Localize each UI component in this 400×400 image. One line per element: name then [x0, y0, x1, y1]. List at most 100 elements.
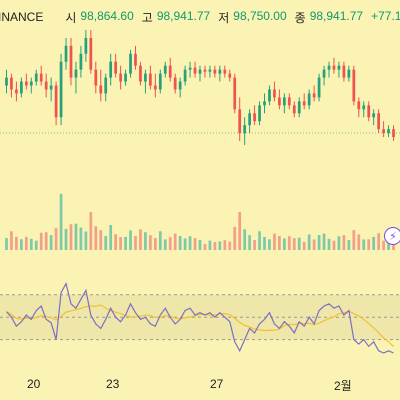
candle — [312, 85, 316, 102]
volume-bar — [258, 231, 261, 250]
volume-bar — [94, 226, 98, 250]
volume-bar — [44, 232, 48, 250]
candle — [327, 61, 331, 78]
symbol-header: INANCE 시 98,864.60 고 98,941.77 저 98,750.00 … — [0, 6, 400, 28]
candle — [347, 65, 351, 82]
x-tick-label: 20 — [27, 377, 41, 391]
volume-bar — [5, 238, 8, 250]
volume-bar — [238, 212, 242, 250]
volume-bar — [109, 225, 113, 250]
candle — [109, 53, 113, 86]
candle — [104, 73, 108, 102]
volume-bar — [317, 234, 321, 250]
candle — [134, 45, 137, 70]
volume-bar — [292, 238, 296, 250]
volume-bar — [213, 242, 217, 250]
candle — [34, 69, 38, 86]
low-value: 98,750.00 — [233, 8, 287, 23]
candle — [263, 93, 266, 114]
volume-bar — [49, 235, 53, 250]
candle — [178, 77, 182, 98]
candle — [337, 61, 341, 78]
candle — [74, 61, 78, 94]
volume-bar — [129, 230, 132, 250]
candle — [342, 61, 346, 82]
volume-bar — [173, 233, 177, 250]
open-label: 시 — [65, 10, 77, 25]
candle — [64, 37, 68, 70]
lightning-bolt-icon[interactable]: ⚡ — [384, 227, 400, 245]
volume-bar — [15, 236, 18, 250]
rsi-moving-average-line — [6, 304, 394, 348]
candle — [149, 65, 152, 90]
candle — [163, 61, 167, 78]
volume-bar — [89, 212, 93, 250]
volume-bar — [263, 236, 266, 250]
candle — [278, 89, 281, 110]
volume-bar — [362, 239, 366, 250]
candle — [317, 73, 321, 102]
open-value: 98,864.60 — [80, 8, 134, 23]
volume-bar — [208, 240, 212, 250]
volume-bar — [372, 236, 376, 250]
volume-bar — [282, 238, 286, 250]
candle — [20, 77, 23, 98]
candle — [10, 73, 13, 98]
volume-bar — [139, 229, 142, 250]
volume-bar — [377, 233, 380, 250]
volume-bar — [134, 236, 137, 250]
volume-bar — [178, 236, 182, 250]
candle — [24, 73, 28, 90]
candle — [253, 105, 256, 126]
volume-bar — [64, 228, 68, 250]
volume-bar — [20, 239, 23, 250]
candle — [144, 69, 147, 94]
candle — [297, 97, 301, 118]
candle — [5, 69, 8, 94]
candle — [99, 69, 103, 102]
candle — [292, 101, 296, 118]
x-tick-label: 2월 — [334, 379, 352, 393]
volume-bar — [24, 236, 28, 250]
candle — [59, 53, 63, 126]
volume-bar — [188, 236, 192, 250]
volume-bar — [74, 223, 78, 250]
candle — [377, 109, 380, 134]
candle — [139, 61, 142, 86]
volume-bar — [119, 237, 122, 250]
volume-bar — [54, 228, 58, 250]
candle — [307, 89, 311, 110]
candle — [392, 125, 395, 142]
volume-bar — [79, 227, 83, 250]
volume-bar — [248, 235, 251, 250]
candle — [213, 65, 217, 78]
volume-bar — [312, 239, 316, 250]
candle — [387, 125, 390, 138]
volume-bar — [332, 240, 336, 250]
candle — [367, 101, 371, 122]
volume-bar — [99, 230, 103, 250]
candle — [357, 97, 361, 118]
close-value: 98,941.77 — [309, 8, 364, 23]
candle — [282, 93, 286, 114]
candle — [69, 37, 73, 86]
volume-series — [5, 193, 395, 250]
candle — [153, 73, 157, 98]
volume-bar — [84, 231, 88, 250]
volume-bar — [337, 236, 341, 250]
candle — [168, 57, 172, 82]
volume-bar — [223, 240, 227, 250]
low-label: 저 — [218, 10, 230, 25]
volume-bar — [153, 238, 157, 250]
candle — [183, 65, 187, 86]
candle — [248, 109, 251, 134]
volume-bar — [158, 231, 162, 250]
volume-bar — [114, 234, 118, 250]
volume-bar — [168, 237, 172, 250]
candle — [39, 65, 43, 86]
volume-bar — [104, 236, 108, 250]
candle — [79, 45, 83, 78]
volume-bar — [124, 236, 127, 250]
candle — [268, 85, 271, 106]
